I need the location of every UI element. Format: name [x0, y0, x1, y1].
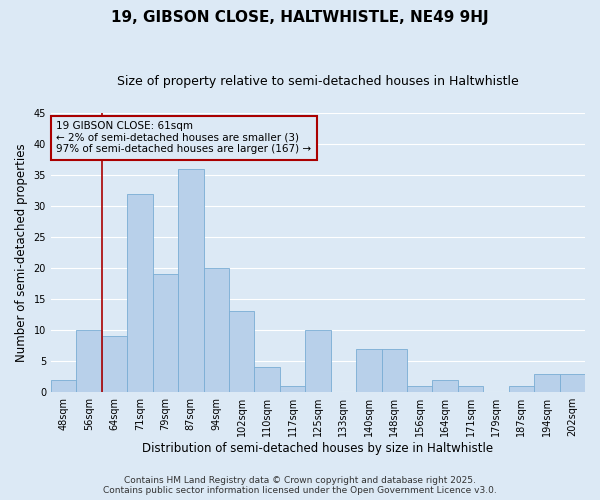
Bar [534, 374, 560, 392]
Bar [76, 330, 102, 392]
Bar [305, 330, 331, 392]
Text: Contains HM Land Registry data © Crown copyright and database right 2025.
Contai: Contains HM Land Registry data © Crown c… [103, 476, 497, 495]
Y-axis label: Number of semi-detached properties: Number of semi-detached properties [15, 143, 28, 362]
Bar [152, 274, 178, 392]
Bar [382, 348, 407, 392]
Title: Size of property relative to semi-detached houses in Haltwhistle: Size of property relative to semi-detach… [117, 75, 519, 88]
Bar [407, 386, 433, 392]
Bar [458, 386, 483, 392]
Bar [433, 380, 458, 392]
Bar [127, 194, 152, 392]
X-axis label: Distribution of semi-detached houses by size in Haltwhistle: Distribution of semi-detached houses by … [142, 442, 494, 455]
Bar [178, 168, 203, 392]
Bar [280, 386, 305, 392]
Text: 19 GIBSON CLOSE: 61sqm
← 2% of semi-detached houses are smaller (3)
97% of semi-: 19 GIBSON CLOSE: 61sqm ← 2% of semi-deta… [56, 121, 311, 154]
Bar [560, 374, 585, 392]
Text: 19, GIBSON CLOSE, HALTWHISTLE, NE49 9HJ: 19, GIBSON CLOSE, HALTWHISTLE, NE49 9HJ [111, 10, 489, 25]
Bar [254, 368, 280, 392]
Bar [51, 380, 76, 392]
Bar [509, 386, 534, 392]
Bar [356, 348, 382, 392]
Bar [102, 336, 127, 392]
Bar [229, 312, 254, 392]
Bar [203, 268, 229, 392]
